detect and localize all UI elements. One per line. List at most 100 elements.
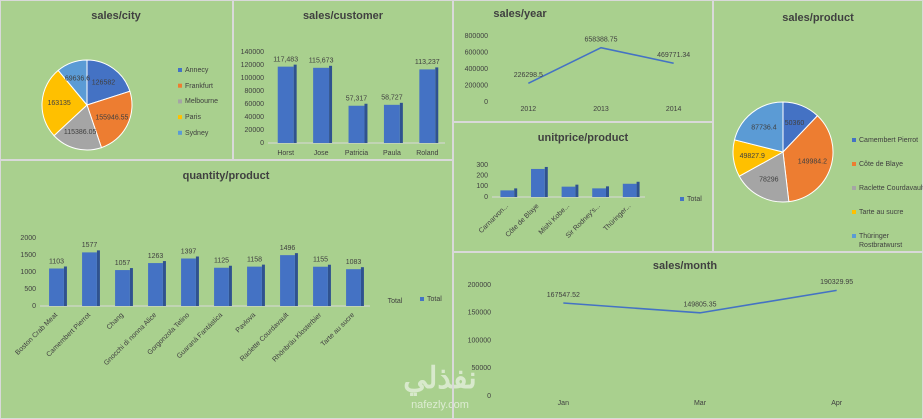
legend-swatch [852,186,856,190]
watermark: نفذلي [403,362,476,396]
legend-swatch [178,99,182,104]
data-label: 226298.5 [514,72,543,79]
legend-swatch [680,197,684,201]
x-tick-label: Pavlova [235,312,258,335]
legend-swatch [852,234,856,238]
bar-side [327,264,331,306]
y-tick-label: 0 [260,140,264,147]
y-tick-label: 800000 [465,33,488,40]
data-label: 113,237 [415,59,440,66]
data-label: 1263 [148,253,164,260]
x-tick-label: 2012 [521,106,537,113]
bar-side [329,65,333,143]
y-tick-label: 100000 [241,75,264,82]
y-tick-label: 100000 [468,337,491,344]
panel [233,0,453,160]
data-label: 1397 [181,248,197,255]
line [527,46,674,85]
legend-label: Tarte au sucre [859,209,904,216]
y-tick-label: 1500 [20,252,36,259]
bar [348,105,365,143]
x-tick-label: Thüringer... [602,203,632,233]
x-tick-label: Apr [831,400,843,407]
bar-side [514,188,518,197]
x-tick-label: 2013 [593,106,609,113]
data-label: 78296 [759,176,779,183]
legend-swatch [178,130,182,135]
chart-title: sales/customer [303,10,384,22]
y-tick-label: 200000 [465,82,488,89]
pie-slice [57,59,88,107]
bar [592,188,606,197]
legend-swatch [178,83,182,88]
data-label: 49827.9 [740,153,765,160]
bar-side [360,267,364,306]
panel [0,0,233,160]
bar [500,190,515,197]
panel [453,122,713,252]
y-tick-label: 2000 [20,235,36,242]
bar [181,258,196,306]
bar-side [63,266,67,306]
y-tick-label: 100 [476,183,488,190]
data-label: 1125 [214,258,229,265]
chart-title: sales/month [653,260,717,272]
y-tick-label: 0 [484,99,488,106]
data-label: 190329.95 [820,279,853,286]
legend-label: Thüringer Rostbratwurst [859,233,903,249]
y-tick-label: 300 [476,162,488,169]
bar [49,268,64,306]
data-label: 658388.75 [584,37,617,44]
y-tick-label: 1000 [20,269,36,276]
y-tick-label: 200000 [468,282,491,289]
legend-swatch [852,210,856,214]
y-tick-label: 120000 [241,62,264,69]
data-label: 1158 [247,256,262,263]
legend-label: Raclette Courdavault [859,185,923,192]
bar-side [636,181,640,197]
legend-swatch [420,297,424,301]
y-tick-label: 0 [487,393,491,400]
x-tick-label: Carnarvon... [478,203,510,235]
axis-label: Total [388,298,403,305]
y-tick-label: 0 [484,194,488,201]
bar [148,263,163,306]
legend-label: Camembert Pierrot [859,137,919,144]
chart-title: quantity/product [183,170,270,182]
bar [622,183,637,197]
y-tick-label: 20000 [245,127,265,134]
data-label: 155946.55 [95,114,128,121]
data-label: 117,483 [273,56,298,63]
bar [419,69,436,143]
bar-side [261,264,265,306]
pie-slice [86,59,131,106]
y-tick-label: 80000 [245,88,265,95]
data-label: 149805.35 [683,302,716,309]
y-tick-label: 600000 [465,49,488,56]
watermark-url: nafezly.com [411,399,469,411]
data-label: 115386.05 [64,129,97,136]
bar-side [96,250,100,306]
pie-slice [86,90,133,149]
data-label: 149984.2 [798,159,827,166]
bar-side [294,253,298,306]
pie-slice [733,101,784,153]
bar-side [399,102,403,143]
legend-swatch [852,162,856,166]
chart-title: unitprice/product [538,132,629,144]
bar-side [228,265,232,306]
bar [561,186,576,197]
data-label: 1057 [115,260,131,267]
panel [453,0,713,122]
data-label: 69636.6 [65,76,90,83]
panel [453,252,923,419]
x-tick-label: Côte de Blaye [505,203,541,239]
y-tick-label: 50000 [472,365,492,372]
legend-swatch [178,68,182,72]
bar-side [575,184,579,197]
bar [280,255,295,306]
legend-label: Total [687,196,702,203]
data-label: 163135 [47,100,70,107]
